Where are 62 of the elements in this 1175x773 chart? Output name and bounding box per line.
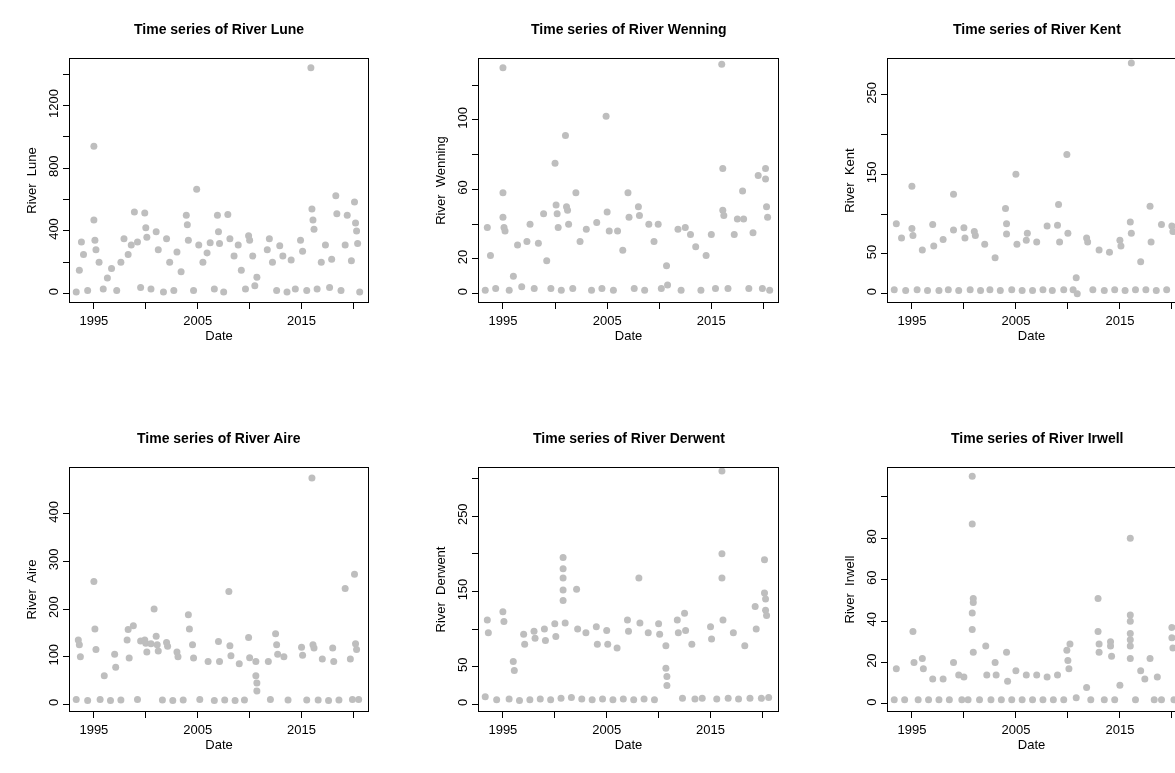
x-tick-label: 1995 [79, 721, 109, 737]
y-axis-title: River Lune [23, 147, 39, 214]
y-tick-label: 300 [45, 548, 61, 571]
chart-title: Time series of River Wenning [531, 21, 727, 37]
x-axis-title: Date [205, 328, 233, 344]
y-tick-label: 40 [863, 611, 879, 627]
y-tick-label: 50 [454, 657, 470, 673]
y-tick-label: 150 [863, 161, 879, 184]
x-tick-label: 2005 [1001, 721, 1031, 737]
y-tick-label: 250 [454, 503, 470, 526]
y-tick-label: 100 [45, 643, 61, 666]
x-tick-label: 2005 [183, 721, 213, 737]
y-tick-label: 800 [45, 155, 61, 178]
y-tick-label: 0 [454, 698, 470, 707]
y-tick-label: 0 [863, 288, 879, 296]
chart-title: Time series of River Irwell [951, 430, 1124, 446]
x-tick-label: 1995 [897, 721, 927, 737]
y-axis-title: River Wenning [432, 136, 448, 225]
y-tick-label: 60 [454, 180, 470, 195]
x-tick-label: 2015 [696, 312, 726, 328]
y-tick-label: 400 [45, 218, 61, 240]
x-axis-title: Date [1017, 737, 1046, 753]
x-tick-label: 1995 [897, 312, 927, 328]
x-tick-label: 1995 [488, 721, 518, 737]
x-tick-label: 2005 [183, 312, 213, 328]
chart-title: Time series of River Aire [137, 430, 301, 446]
y-tick-label: 1200 [45, 89, 61, 118]
x-tick-label: 2005 [1001, 312, 1031, 328]
x-tick-label: 2005 [592, 312, 622, 328]
x-tick-label: 2015 [1105, 312, 1135, 328]
y-axis-title: River Aire [23, 559, 39, 620]
y-tick-label: 150 [454, 578, 470, 601]
y-tick-label: 0 [454, 288, 470, 296]
x-tick-label: 2015 [287, 721, 317, 737]
y-tick-label: 20 [454, 249, 470, 265]
y-tick-label: 80 [863, 529, 879, 544]
y-tick-label: 250 [863, 81, 879, 104]
x-tick-label: 1995 [488, 312, 518, 328]
chart-title: Time series of River Derwent [533, 430, 726, 446]
x-axis-title: Date [614, 737, 643, 753]
x-axis-title: Date [1017, 328, 1046, 344]
x-tick-label: 2005 [592, 721, 622, 737]
y-tick-label: 400 [45, 500, 61, 523]
x-tick-label: 1995 [79, 312, 109, 328]
y-tick-label: 0 [45, 698, 61, 706]
x-tick-label: 2015 [696, 721, 725, 737]
y-axis-title: River Kent [841, 147, 857, 213]
y-tick-label: 20 [863, 653, 879, 668]
y-tick-label: 100 [454, 107, 470, 129]
y-tick-label: 200 [45, 596, 61, 618]
y-axis-title: River Derwent [432, 546, 448, 633]
x-tick-label: 2015 [287, 312, 317, 328]
y-tick-label: 0 [45, 288, 61, 296]
y-tick-label: 60 [863, 570, 879, 586]
x-tick-label: 2015 [1105, 721, 1135, 737]
y-tick-label: 50 [863, 244, 879, 260]
y-axis-title: River Irwell [841, 555, 857, 624]
x-axis-title: Date [205, 737, 233, 753]
chart-title: Time series of River Kent [953, 21, 1122, 37]
chart-title: Time series of River Lune [134, 21, 305, 37]
y-tick-label: 0 [863, 698, 879, 706]
x-axis-title: Date [614, 328, 643, 344]
